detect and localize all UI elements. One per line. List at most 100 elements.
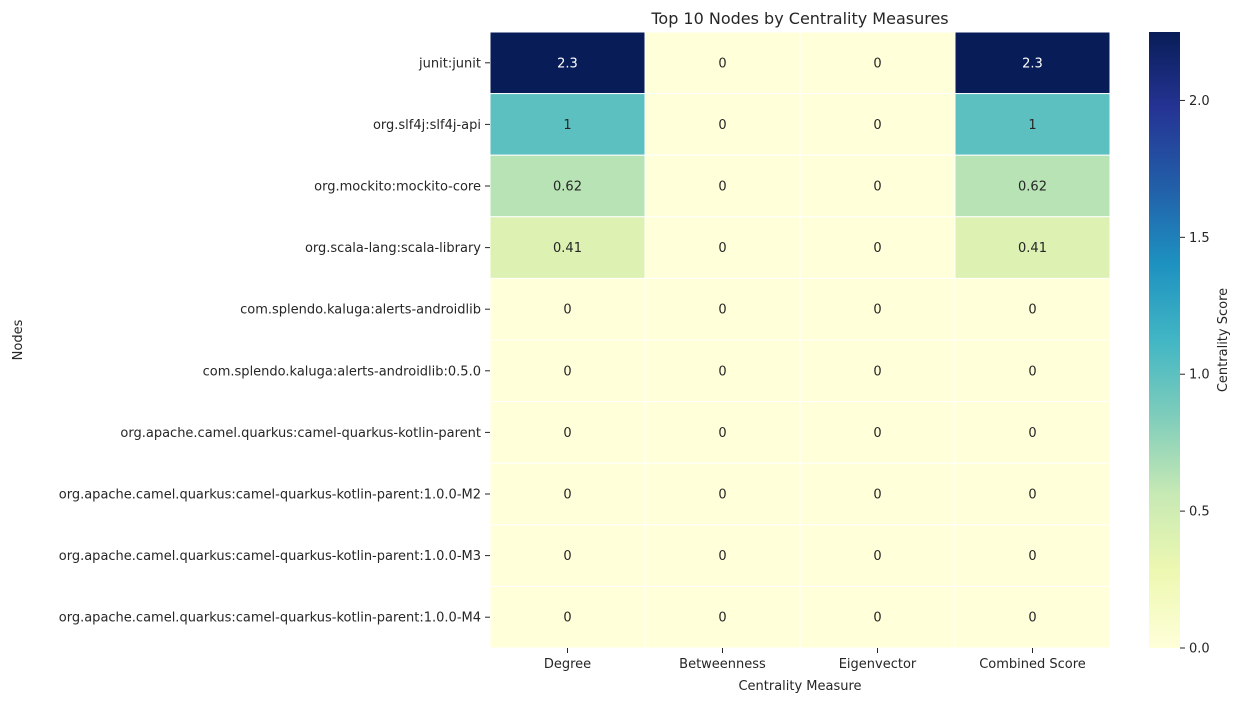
- heatmap-cell: [644, 31, 801, 95]
- cell-annotation: 0: [873, 364, 881, 379]
- cell-annotation: 1: [1028, 118, 1036, 133]
- heatmap-cell: [644, 93, 801, 156]
- cell-annotation: 0: [873, 180, 881, 195]
- heatmap-cell: [644, 154, 801, 218]
- heatmap-cell: [954, 277, 1111, 341]
- colorbar-gradient: [1149, 32, 1180, 648]
- cell-annotation: 0: [1028, 364, 1036, 379]
- colorbar: 0.0 0.5 1.0 1.5 2.0: [1149, 32, 1210, 657]
- heatmap-cell: [954, 154, 1111, 218]
- cell-annotation: 2.3: [557, 56, 578, 71]
- heatmap-cell: [644, 277, 801, 341]
- x-tick-label: Degree: [544, 657, 591, 672]
- heatmap-cell: [799, 31, 956, 95]
- heatmap-cell: [799, 216, 956, 279]
- colorbar-tick-label: 1.5: [1189, 231, 1210, 246]
- heatmap-cell: [799, 401, 956, 464]
- x-tick-label: Combined Score: [979, 657, 1086, 672]
- cell-annotation: 1: [563, 118, 571, 133]
- heatmap-cell: [954, 524, 1111, 587]
- cell-annotation: 0: [563, 303, 571, 318]
- x-tick-label: Betweenness: [679, 657, 766, 672]
- y-tick-label: org.apache.camel.quarkus:camel-quarkus-k…: [59, 488, 481, 503]
- heatmap-cell: [954, 585, 1111, 649]
- heatmap-cell: [644, 585, 801, 649]
- cell-annotation: 0: [563, 549, 571, 564]
- cell-annotation: 0: [873, 549, 881, 564]
- heatmap-cells: [489, 31, 1111, 649]
- heatmap-cell: [954, 93, 1111, 156]
- cell-annotation: 0: [718, 56, 726, 71]
- cell-annotation: 0: [718, 118, 726, 133]
- heatmap-cell: [644, 216, 801, 279]
- heatmap-cell: [489, 401, 646, 464]
- colorbar-tick-label: 0.5: [1189, 505, 1210, 520]
- cell-annotation: 0: [873, 488, 881, 503]
- colorbar-label: Centrality Score: [1216, 288, 1231, 392]
- cell-annotation: 0: [718, 180, 726, 195]
- heatmap-cell: [954, 31, 1111, 95]
- cell-annotation: 0: [1028, 549, 1036, 564]
- heatmap-cell: [799, 339, 956, 403]
- cell-annotation: 0: [1028, 488, 1036, 503]
- cell-annotation: 0: [873, 56, 881, 71]
- cell-annotation: 0: [873, 611, 881, 626]
- colorbar-tick-label: 1.0: [1189, 368, 1210, 383]
- heatmap-cell: [799, 585, 956, 649]
- cell-annotation: 0: [718, 611, 726, 626]
- colorbar-tick-label: 0.0: [1189, 642, 1210, 657]
- y-axis: junit:junit org.slf4j:slf4j-api org.mockit…: [59, 56, 490, 626]
- cell-annotation: 0: [1028, 426, 1036, 441]
- cell-annotation: 0: [563, 611, 571, 626]
- y-tick-label: org.apache.camel.quarkus:camel-quarkus-k…: [120, 426, 481, 441]
- y-tick-label: org.mockito:mockito-core: [314, 180, 481, 195]
- heatmap-cell: [954, 216, 1111, 279]
- cell-annotation: 0: [718, 241, 726, 256]
- y-axis-label: Nodes: [11, 319, 26, 360]
- y-tick-label: org.apache.camel.quarkus:camel-quarkus-k…: [59, 549, 481, 564]
- y-tick-label: junit:junit: [418, 56, 481, 71]
- heatmap-cell: [644, 339, 801, 403]
- y-tick-label: org.scala-lang:scala-library: [305, 241, 481, 256]
- cell-annotation: 0: [873, 118, 881, 133]
- chart-title: Top 10 Nodes by Centrality Measures: [650, 9, 948, 28]
- cell-annotation: 0.41: [553, 241, 582, 256]
- heatmap-cell: [489, 277, 646, 341]
- y-tick-label: com.splendo.kaluga:alerts-androidlib:0.5…: [203, 364, 481, 379]
- cell-annotation: 0: [563, 364, 571, 379]
- y-tick-label: org.slf4j:slf4j-api: [373, 118, 481, 133]
- cell-annotation: 0: [718, 488, 726, 503]
- heatmap-cell: [489, 216, 646, 279]
- x-tick-label: Eigenvector: [839, 657, 917, 672]
- heatmap-cell: [799, 462, 956, 526]
- x-axis-label: Centrality Measure: [738, 679, 861, 694]
- x-axis: Degree Betweenness Eigenvector Combined Sco…: [544, 648, 1086, 672]
- heatmap-cell: [489, 585, 646, 649]
- heatmap-cell: [489, 31, 646, 95]
- heatmap-cell: [954, 339, 1111, 403]
- heatmap-cell: [489, 93, 646, 156]
- heatmap-cell: [489, 462, 646, 526]
- cell-annotation: 0: [718, 303, 726, 318]
- cell-annotation: 0: [563, 426, 571, 441]
- cell-annotation: 0: [1028, 611, 1036, 626]
- colorbar-tick-label: 2.0: [1189, 94, 1210, 109]
- cell-annotation: 0.62: [1018, 180, 1047, 195]
- heatmap-cell: [799, 277, 956, 341]
- y-tick-label: org.apache.camel.quarkus:camel-quarkus-k…: [59, 611, 481, 626]
- cell-annotation: 0: [718, 426, 726, 441]
- cell-annotation: 0: [563, 488, 571, 503]
- cell-annotation: 0: [718, 364, 726, 379]
- cell-annotation: 0.62: [553, 180, 582, 195]
- cell-annotation: 2.3: [1022, 56, 1043, 71]
- y-tick-label: com.splendo.kaluga:alerts-androidlib: [240, 303, 481, 318]
- cell-annotation: 0: [1028, 303, 1036, 318]
- cell-annotation: 0: [873, 426, 881, 441]
- heatmap-cell: [489, 339, 646, 403]
- cell-annotations: 2.3 0 0 2.3 1 0 0 1 0.62 0 0 0.62 0.41 0 0 0.41 0 0 0 0 0 0 0 0…: [553, 56, 1047, 625]
- cell-annotation: 0: [718, 549, 726, 564]
- cell-annotation: 0: [873, 241, 881, 256]
- heatmap-cell: [954, 401, 1111, 464]
- cell-annotation: 0.41: [1018, 241, 1047, 256]
